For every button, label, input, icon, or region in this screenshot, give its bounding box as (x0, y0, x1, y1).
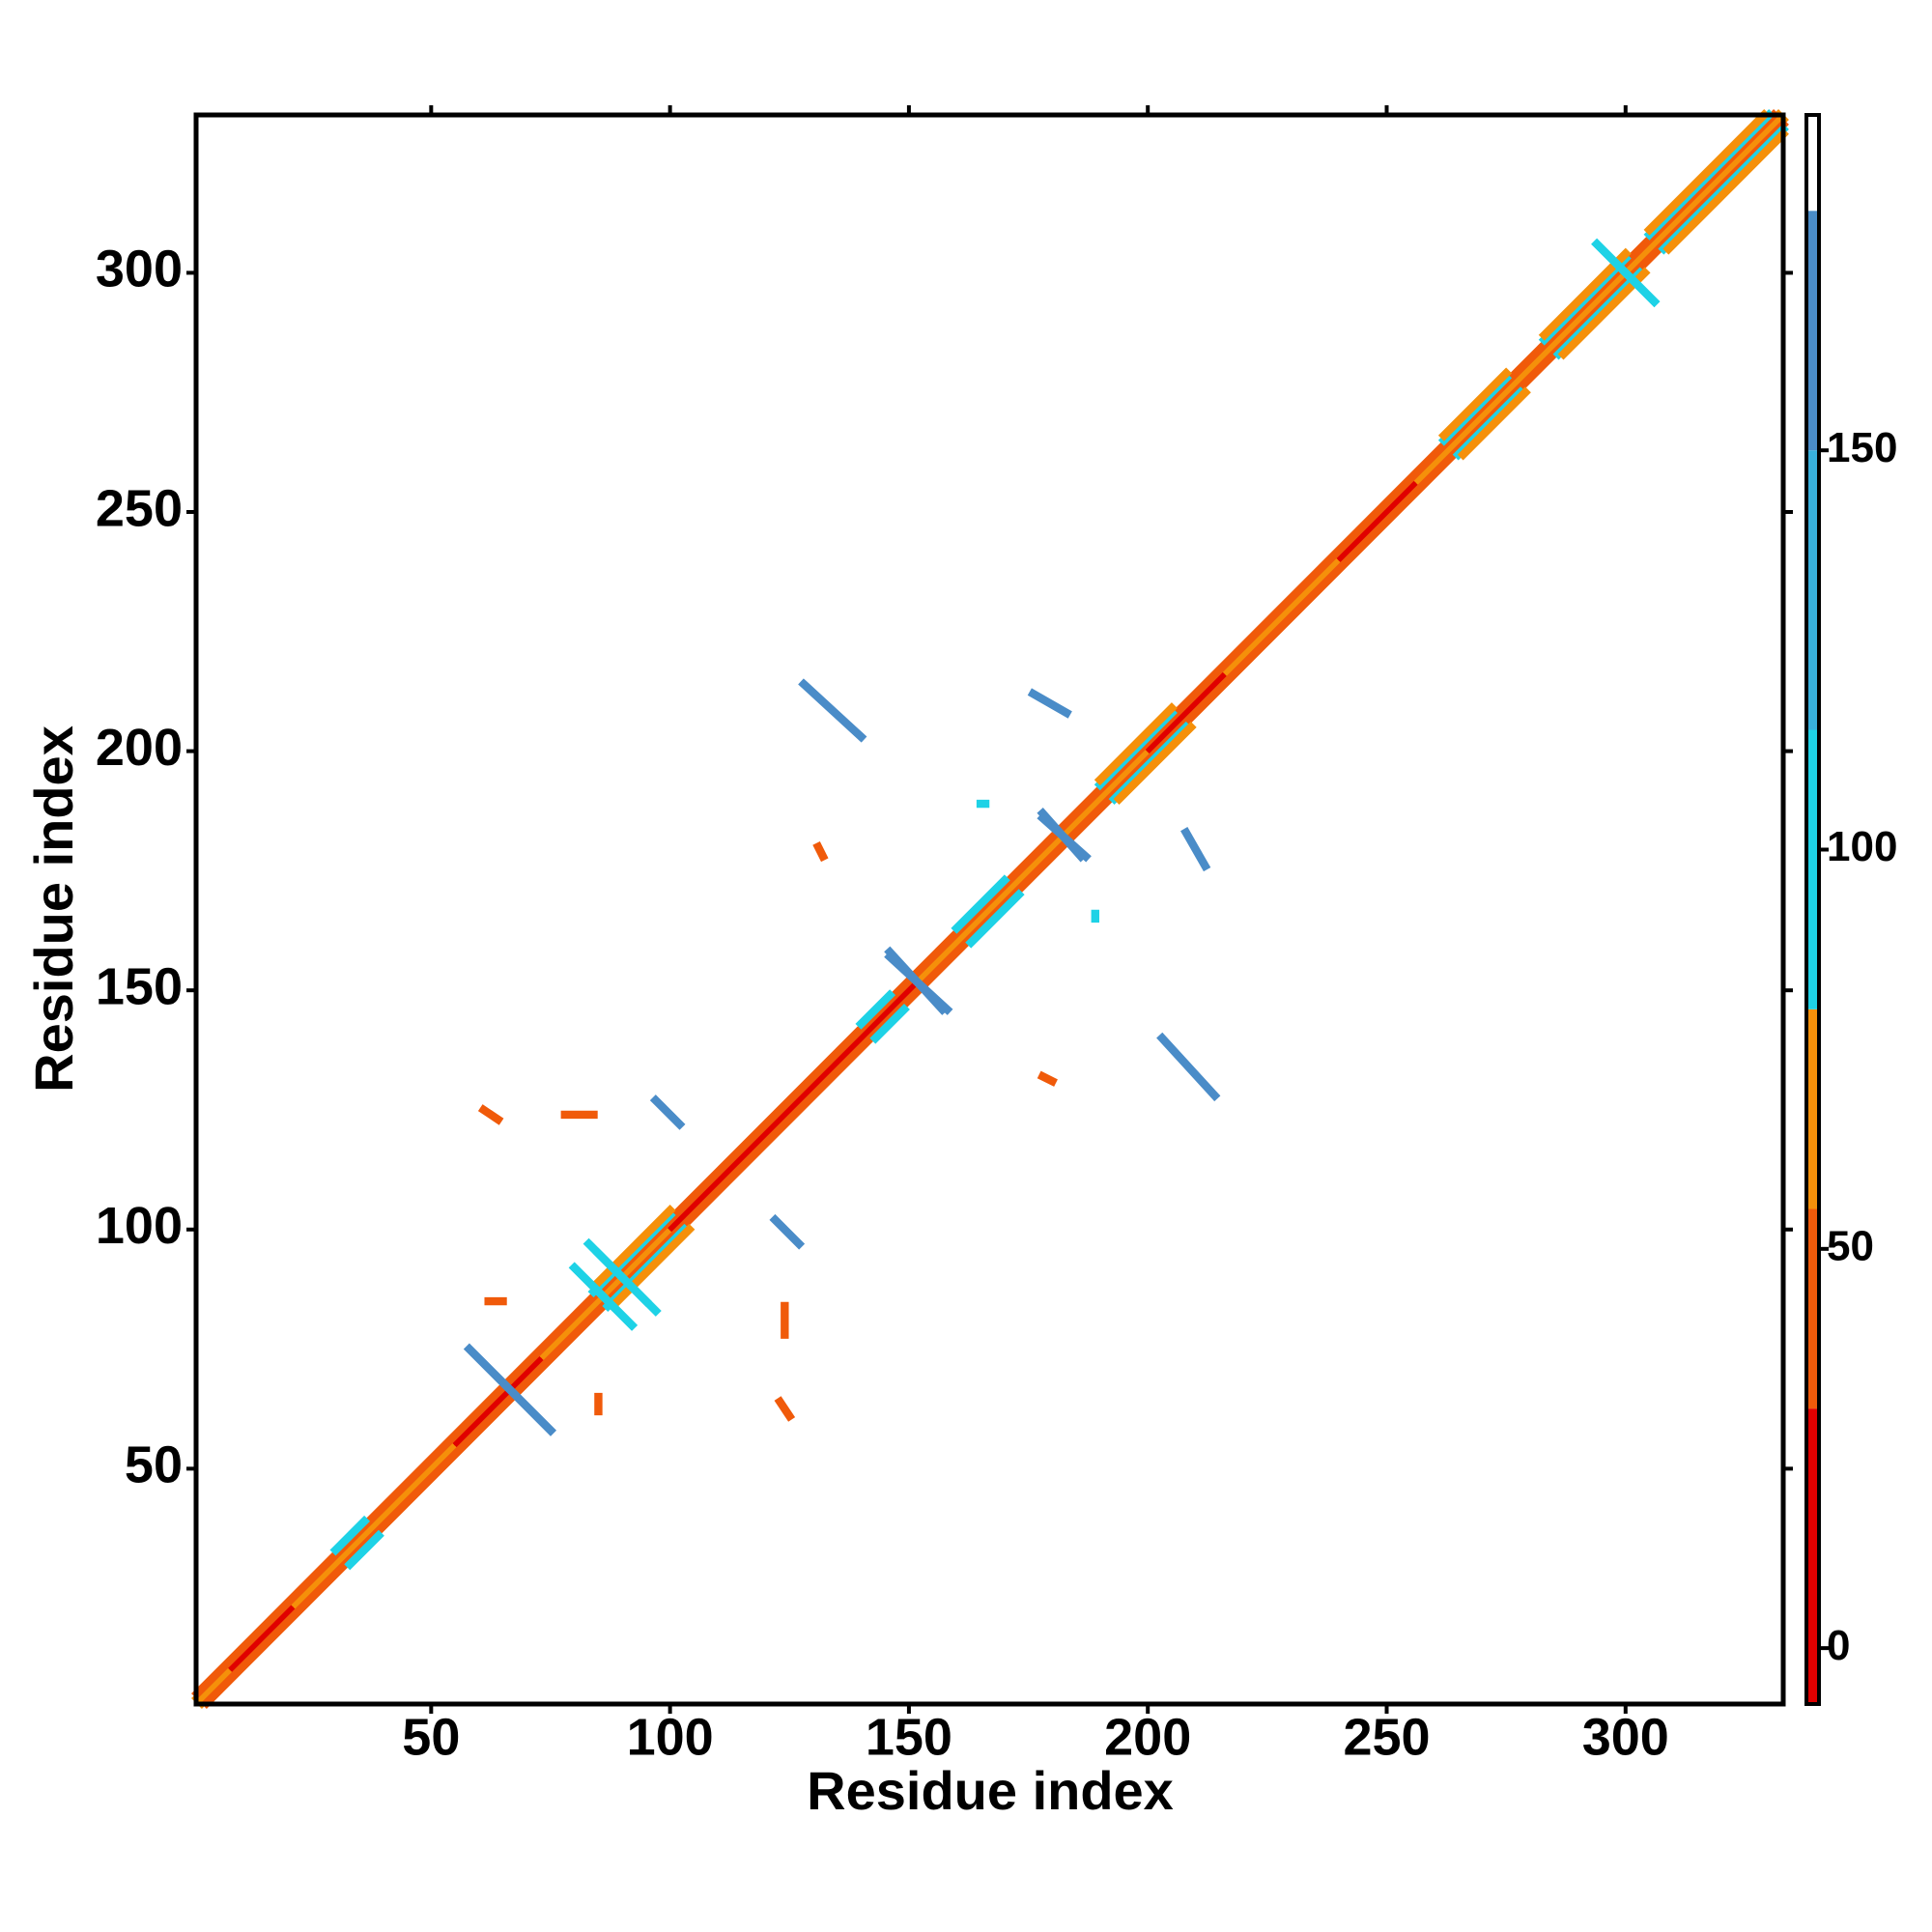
y-tick-label: 100 (96, 1197, 183, 1255)
contact-band (1437, 367, 1513, 441)
contact-band-mirror (1037, 808, 1087, 863)
colorbar-segment (1806, 115, 1819, 212)
contact-band (1538, 247, 1632, 341)
contact-band-mirror (965, 889, 1025, 949)
y-axis-label: Residue index (23, 725, 84, 1093)
x-tick-label: 250 (1343, 1708, 1430, 1766)
contact-band-mirror (1591, 238, 1661, 308)
colorbar-segment (1806, 1009, 1819, 1209)
contact-band (1027, 688, 1072, 719)
x-tick-label: 200 (1104, 1708, 1191, 1766)
contact-band-mirror (1662, 128, 1789, 255)
contact-band-mirror (884, 946, 949, 1015)
x-tick-label: 150 (866, 1708, 952, 1766)
contact-band (649, 1094, 686, 1130)
x-tick-label: 100 (627, 1708, 714, 1766)
contact-band-mirror (774, 1396, 796, 1422)
colorbar-segment (1806, 1408, 1819, 1704)
x-axis-label: Residue index (807, 1760, 1174, 1821)
contact-band (798, 678, 867, 743)
contact-band-mirror (769, 1213, 806, 1250)
y-tick-label: 50 (125, 1436, 183, 1494)
contact-band (951, 874, 1010, 934)
contact-band-mirror (1037, 1070, 1058, 1087)
x-tick-label: 50 (402, 1708, 460, 1766)
contact-band-mirror (568, 1262, 639, 1331)
colorbar-tick-label: 50 (1827, 1222, 1874, 1269)
contact-band (329, 1515, 371, 1556)
contact-band-mirror (344, 1529, 384, 1571)
y-tick-label: 200 (96, 719, 183, 777)
colorbar-frame (1804, 113, 1821, 1706)
y-tick-label: 150 (96, 957, 183, 1015)
contact-band-mirror (1557, 267, 1651, 360)
contact-band (855, 989, 896, 1030)
y-tick-label: 250 (96, 479, 183, 537)
y-tick-label: 300 (96, 241, 183, 298)
contact-band-mirror (607, 1223, 696, 1312)
colorbar-tick-label: 150 (1827, 424, 1897, 471)
contact-band-mirror (592, 1247, 662, 1317)
colorbar-segment (1806, 1208, 1819, 1409)
contact-band-mirror (1113, 721, 1197, 806)
colorbar-tick-label: 0 (1827, 1622, 1850, 1669)
contact-band (477, 1104, 504, 1125)
contact-band-mirror (869, 1004, 910, 1044)
x-tick-label: 300 (1582, 1708, 1669, 1766)
contact-band (812, 840, 829, 863)
colorbar-segment (1806, 450, 1819, 730)
contact-band-mirror (463, 1343, 556, 1436)
colorbar-segment (1806, 211, 1819, 451)
contact-band-mirror (1156, 1032, 1221, 1102)
contact-band (587, 1205, 676, 1293)
colorbar-tick-label: 100 (1827, 823, 1897, 870)
contact-band-mirror (1180, 827, 1211, 872)
colorbar-segment (1806, 729, 1819, 1009)
contact-band (1643, 109, 1771, 236)
plot-frame (193, 112, 1786, 1707)
contact-band (1094, 702, 1178, 786)
contact-band-mirror (1457, 386, 1531, 461)
